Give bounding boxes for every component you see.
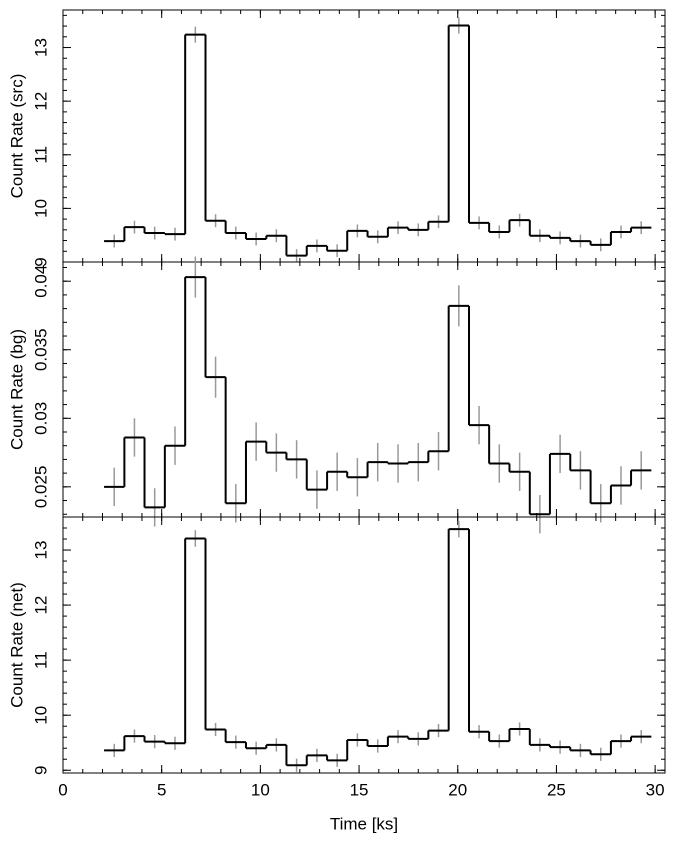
plot-frame [62,261,666,518]
x-tick-label: 10 [251,780,270,799]
y-tick-label: 0.03 [31,402,50,435]
x-tick-label: 0 [58,780,67,799]
x-axis-label: Time [ks] [330,814,398,833]
plot-frame [62,516,666,774]
y-tick-label: 10 [31,199,50,218]
y-tick-label: 12 [31,92,50,111]
x-tick-label: 30 [646,780,665,799]
y-tick-label: 11 [31,146,50,164]
y-axis-label: Count Rate (bg) [7,329,26,450]
y-tick-label: 10 [31,706,50,725]
y-tick-label: 0.035 [31,328,50,371]
y-tick-label: 0.025 [31,466,50,509]
plot-frame [62,9,666,263]
y-tick-label: 9 [31,257,50,266]
y-tick-label: 13 [31,541,50,560]
x-tick-label: 25 [547,780,566,799]
panel [62,261,666,518]
y-axis-label: Count Rate (src) [7,74,26,199]
panel [62,9,666,263]
y-tick-label: 11 [31,651,50,669]
y-tick-label: 9 [31,766,50,775]
x-tick-label: 20 [448,780,467,799]
x-tick-label: 5 [157,780,166,799]
panel [62,516,666,774]
y-tick-label: 13 [31,38,50,57]
y-axis-label: Count Rate (net) [7,582,26,708]
y-tick-label: 0.04 [31,265,50,298]
x-tick-label: 15 [350,780,369,799]
y-tick-label: 12 [31,596,50,615]
